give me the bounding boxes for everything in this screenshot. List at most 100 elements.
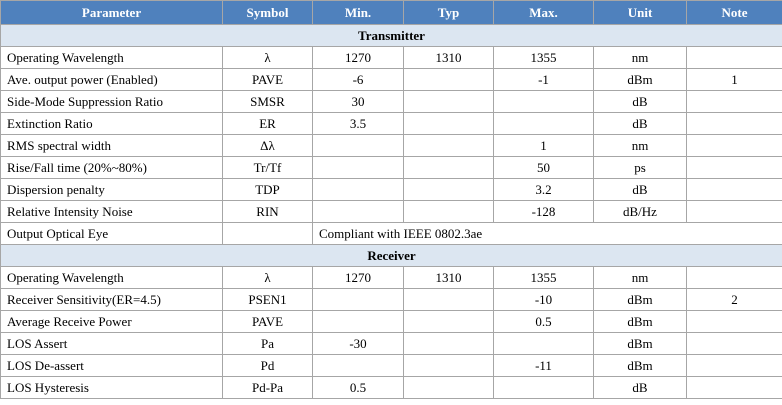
max-cell: -11: [493, 354, 594, 377]
typ-cell: [403, 112, 494, 135]
data-row: Output Optical Eye Compliant with IEEE 08…: [0, 222, 782, 245]
min-cell: 0.5: [312, 376, 404, 399]
section-row: Transmitter: [0, 24, 782, 47]
parameter-cell: Operating Wavelength: [0, 266, 223, 289]
parameter-cell: Ave. output power (Enabled): [0, 68, 223, 91]
symbol-cell: SMSR: [222, 90, 313, 113]
max-cell: [493, 332, 594, 355]
max-cell: 1355: [493, 46, 594, 69]
symbol-cell: PAVE: [222, 68, 313, 91]
parameter-cell: Dispersion penalty: [0, 178, 223, 201]
symbol-cell: PAVE: [222, 310, 313, 333]
max-cell: [493, 112, 594, 135]
data-row: Ave. output power (Enabled) PAVE -6 -1 dBm 1: [0, 68, 782, 91]
column-header: Typ: [403, 0, 494, 25]
note-cell: [686, 200, 782, 223]
column-header: Min.: [312, 0, 404, 25]
spec-cell: Compliant with IEEE 0802.3ae: [312, 222, 782, 245]
note-cell: 2: [686, 288, 782, 311]
unit-cell: dBm: [593, 332, 687, 355]
data-row: RMS spectral width Δλ 1 nm: [0, 134, 782, 157]
table-header: Parameter Symbol Min. Typ Max. Unit Note: [0, 0, 782, 25]
data-row: Receiver Sensitivity(ER=4.5) PSEN1 -10 dBm 2: [0, 288, 782, 311]
symbol-cell: Pa: [222, 332, 313, 355]
typ-cell: [403, 376, 494, 399]
parameter-cell: Receiver Sensitivity(ER=4.5): [0, 288, 223, 311]
unit-cell: dBm: [593, 288, 687, 311]
typ-cell: [403, 354, 494, 377]
min-cell: 1270: [312, 266, 404, 289]
symbol-cell: λ: [222, 46, 313, 69]
column-header: Unit: [593, 0, 687, 25]
min-cell: -6: [312, 68, 404, 91]
min-cell: 3.5: [312, 112, 404, 135]
parameter-cell: LOS Assert: [0, 332, 223, 355]
unit-cell: dBm: [593, 68, 687, 91]
min-cell: 30: [312, 90, 404, 113]
typ-cell: [403, 134, 494, 157]
column-header: Symbol: [222, 0, 313, 25]
min-cell: -30: [312, 332, 404, 355]
note-cell: [686, 354, 782, 377]
section-title: Receiver: [0, 244, 782, 267]
unit-cell: nm: [593, 46, 687, 69]
unit-cell: dBm: [593, 310, 687, 333]
symbol-cell: Δλ: [222, 134, 313, 157]
max-cell: [493, 376, 594, 399]
symbol-cell: Pd: [222, 354, 313, 377]
parameter-cell: LOS De-assert: [0, 354, 223, 377]
parameter-cell: Extinction Ratio: [0, 112, 223, 135]
data-row: Dispersion penalty TDP 3.2 dB: [0, 178, 782, 201]
typ-cell: [403, 178, 494, 201]
column-header: Max.: [493, 0, 594, 25]
parameter-cell: Rise/Fall time (20%~80%): [0, 156, 223, 179]
unit-cell: dB: [593, 90, 687, 113]
note-cell: [686, 134, 782, 157]
min-cell: [312, 354, 404, 377]
max-cell: [493, 90, 594, 113]
note-cell: [686, 332, 782, 355]
max-cell: -1: [493, 68, 594, 91]
min-cell: [312, 200, 404, 223]
symbol-cell: PSEN1: [222, 288, 313, 311]
symbol-cell: Tr/Tf: [222, 156, 313, 179]
max-cell: 1: [493, 134, 594, 157]
note-cell: [686, 376, 782, 399]
unit-cell: dB/Hz: [593, 200, 687, 223]
typ-cell: [403, 310, 494, 333]
section-row: Receiver: [0, 244, 782, 267]
symbol-cell: RIN: [222, 200, 313, 223]
parameter-cell: RMS spectral width: [0, 134, 223, 157]
symbol-cell: Pd-Pa: [222, 376, 313, 399]
typ-cell: [403, 200, 494, 223]
data-row: Operating Wavelength λ 1270 1310 1355 nm: [0, 46, 782, 69]
data-row: LOS De-assert Pd -11 dBm: [0, 354, 782, 377]
note-cell: [686, 112, 782, 135]
data-row: Extinction Ratio ER 3.5 dB: [0, 112, 782, 135]
section-title: Transmitter: [0, 24, 782, 47]
typ-cell: [403, 90, 494, 113]
typ-cell: [403, 332, 494, 355]
note-cell: [686, 156, 782, 179]
parameter-cell: LOS Hysteresis: [0, 376, 223, 399]
note-cell: [686, 46, 782, 69]
data-row: LOS Assert Pa -30 dBm: [0, 332, 782, 355]
typ-cell: [403, 288, 494, 311]
data-row: Average Receive Power PAVE 0.5 dBm: [0, 310, 782, 333]
data-row: Relative Intensity Noise RIN -128 dB/Hz: [0, 200, 782, 223]
unit-cell: dB: [593, 178, 687, 201]
min-cell: [312, 156, 404, 179]
unit-cell: nm: [593, 266, 687, 289]
table-body: Transmitter Operating Wavelength λ 1270 1310…: [0, 24, 782, 399]
symbol-cell: [222, 222, 313, 245]
typ-cell: 1310: [403, 266, 494, 289]
max-cell: -128: [493, 200, 594, 223]
header-row: Parameter Symbol Min. Typ Max. Unit Note: [0, 0, 782, 25]
symbol-cell: λ: [222, 266, 313, 289]
max-cell: 1355: [493, 266, 594, 289]
min-cell: [312, 134, 404, 157]
typ-cell: [403, 156, 494, 179]
symbol-cell: ER: [222, 112, 313, 135]
min-cell: [312, 288, 404, 311]
